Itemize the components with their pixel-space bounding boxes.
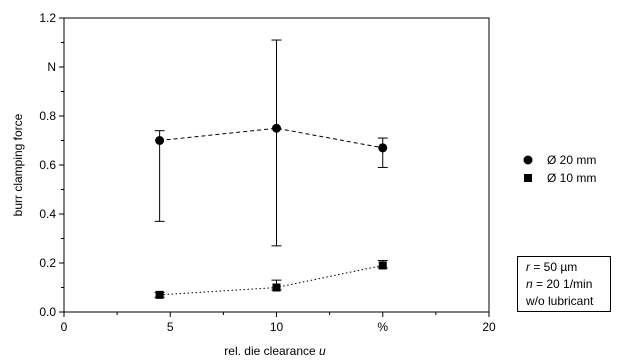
x-axis: 0 5 10% 20 (61, 312, 496, 334)
data-point (272, 283, 281, 292)
y-tick-label: 1.2 (39, 11, 56, 25)
condition-radius: r = 50 µm (526, 259, 610, 276)
y-axis-title: burr clamping force (11, 113, 25, 216)
x-axis-title-variable: u (319, 344, 326, 358)
legend-marker-circle (523, 155, 533, 165)
y-tick-label: N (47, 60, 56, 74)
series-line-1 (159, 127, 383, 149)
data-point (155, 136, 165, 145)
x-tick-label: 0 (61, 320, 68, 334)
data-point (378, 261, 387, 270)
condition-speed-var: n (526, 277, 533, 291)
x-tick-label: 10 (270, 320, 284, 334)
series-line-2 (159, 264, 383, 296)
data-point (272, 123, 281, 133)
y-tick-label: 0.8 (39, 109, 56, 123)
legend-label: Ø 20 mm (547, 153, 596, 167)
legend-label: Ø 10 mm (547, 171, 596, 185)
y-tick-label: 0.4 (39, 207, 56, 221)
data-point (378, 143, 388, 153)
condition-radius-var: r (526, 260, 530, 274)
legend: Ø 20 mm Ø 10 mm (523, 153, 596, 185)
condition-lubricant: w/o lubricant (526, 294, 594, 308)
condition-speed: n = 20 1/min (526, 276, 610, 293)
condition-speed-value: = 20 1/min (532, 277, 593, 291)
x-tick-label: 5 (167, 320, 174, 334)
x-axis-title: rel. die clearance u (224, 344, 326, 358)
y-axis: 0.0 0.2 0.4 0.6 0.8 N 1.2 (39, 11, 64, 319)
conditions-box: r = 50 µm n = 20 1/min w/o lubricant (517, 256, 611, 312)
legend-marker-square (524, 174, 532, 182)
x-axis-title-text: rel. die clearance (224, 344, 319, 358)
x-tick-label: 20 (482, 320, 496, 334)
y-tick-label: 0.6 (39, 158, 56, 172)
y-tick-label: 0.0 (39, 305, 56, 319)
y-tick-label: 0.2 (39, 256, 56, 270)
condition-radius-value: = 50 µm (530, 260, 578, 274)
series-layer (154, 39, 388, 299)
data-point (155, 290, 164, 299)
x-tick-label: % (377, 320, 388, 334)
